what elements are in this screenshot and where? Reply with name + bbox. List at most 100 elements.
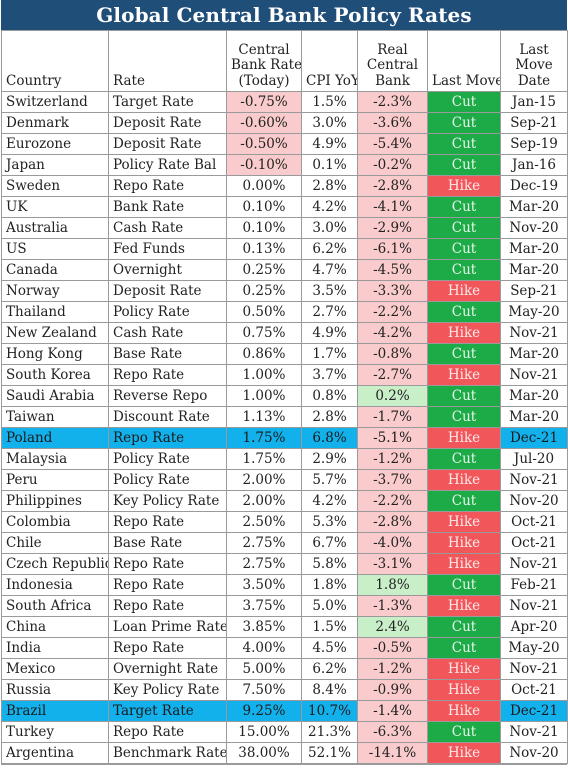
cell-rate: Cash Rate [108,322,227,344]
cell-date: Nov-21 [500,658,568,680]
cell-rate: Target Rate [108,91,227,113]
cell-move: Cut [427,490,501,512]
cell-cb-rate: 0.50% [226,301,302,323]
cell-cpi: 1.8% [301,574,358,596]
table-row: Switzerland Target Rate -0.75% 1.5% -2.3% Cut… [1,91,568,113]
cell-date: Apr-20 [500,616,568,638]
header-date-line: Move [515,57,553,73]
cell-move: Hike [427,511,501,533]
cell-country: Brazil [1,700,109,722]
cell-rate: Policy Rate Bal [108,154,227,176]
table-row: Czech Republic Repo Rate 2.75% 5.8% -3.1% Hik… [1,553,568,575]
cell-cpi: 2.8% [301,175,358,197]
header-rate: Rate [108,30,227,92]
cell-country: Norway [1,280,109,302]
cell-date: Mar-20 [500,343,568,365]
cell-cb-rate: -0.75% [226,91,302,113]
cell-date: Nov-21 [500,364,568,386]
cell-real: -14.1% [357,742,428,764]
cell-cb-rate: 0.10% [226,196,302,218]
cell-real: -6.1% [357,238,428,260]
cell-cb-rate: 38.00% [226,742,302,764]
cell-real: -0.9% [357,679,428,701]
cell-cpi: 6.2% [301,658,358,680]
cell-date: Dec-21 [500,700,568,722]
cell-country: Malaysia [1,448,109,470]
cell-cb-rate: 2.00% [226,469,302,491]
cell-cb-rate: 1.75% [226,427,302,449]
cell-move: Cut [427,259,501,281]
cell-cpi: 3.0% [301,217,358,239]
header-country: Country [1,30,109,92]
cell-date: Sep-21 [500,112,568,134]
cell-move: Hike [427,679,501,701]
cell-cpi: 4.9% [301,133,358,155]
table-row: Eurozone Deposit Rate -0.50% 4.9% -5.4% Cut Se… [1,133,568,155]
table-row: UK Bank Rate 0.10% 4.2% -4.1% Cut Mar-20 [1,196,568,218]
cell-cpi: 5.3% [301,511,358,533]
cell-move: Cut [427,301,501,323]
cell-cpi: 8.4% [301,679,358,701]
table-row: Sweden Repo Rate 0.00% 2.8% -2.8% Hike Dec-19 [1,175,568,197]
cell-date: Jan-16 [500,154,568,176]
cell-real: -1.3% [357,595,428,617]
table-row: South Korea Repo Rate 1.00% 3.7% -2.7% Hike No… [1,364,568,386]
cell-country: Switzerland [1,91,109,113]
cell-date: Nov-20 [500,490,568,512]
header-real-line: Real [377,41,408,58]
cell-rate: Repo Rate [108,427,227,449]
cell-cpi: 5.7% [301,469,358,491]
cell-cpi: 4.2% [301,196,358,218]
table-row: Norway Deposit Rate 0.25% 3.5% -3.3% Hike Sep-… [1,280,568,302]
cell-country: Indonesia [1,574,109,596]
cell-date: Oct-21 [500,679,568,701]
cell-cb-rate: 0.10% [226,217,302,239]
cell-cb-rate: 1.00% [226,385,302,407]
cell-cpi: 2.9% [301,448,358,470]
cell-cpi: 10.7% [301,700,358,722]
header-date-line: Last [519,41,549,58]
header-country-line: Country [6,72,62,89]
cell-move: Cut [427,616,501,638]
cell-real: -1.7% [357,406,428,428]
cell-country: India [1,637,109,659]
cell-move: Hike [427,469,501,491]
cell-rate: Loan Prime Rate [108,616,227,638]
cell-country: Chile [1,532,109,554]
cell-date: Mar-20 [500,385,568,407]
cell-move: Hike [427,595,501,617]
header-last-move-date: Last Move Date [500,30,568,92]
cell-rate: Discount Rate [108,406,227,428]
cell-cb-rate: 4.00% [226,637,302,659]
cell-rate: Fed Funds [108,238,227,260]
cell-move: Hike [427,364,501,386]
cell-move: Hike [427,322,501,344]
cell-cb-rate: 2.00% [226,490,302,512]
table-row: Taiwan Discount Rate 1.13% 2.8% -1.7% Cut Mar-… [1,406,568,428]
cell-real: -4.0% [357,532,428,554]
table-row: Peru Policy Rate 2.00% 5.7% -3.7% Hike Nov-21 [1,469,568,491]
cell-date: Mar-20 [500,406,568,428]
cell-country: Russia [1,679,109,701]
cell-date: Dec-19 [500,175,568,197]
table-row: Poland Repo Rate 1.75% 6.8% -5.1% Hike Dec-21 [1,427,568,449]
cell-date: Jan-15 [500,91,568,113]
cell-real: 0.2% [357,385,428,407]
cell-cb-rate: 0.75% [226,322,302,344]
cell-cpi: 1.7% [301,343,358,365]
cell-move: Cut [427,448,501,470]
cell-cb-rate: 1.75% [226,448,302,470]
cell-rate: Repo Rate [108,637,227,659]
cell-country: Eurozone [1,133,109,155]
table-row: China Loan Prime Rate 3.85% 1.5% 2.4% Cut Apr-… [1,616,568,638]
cell-move: Cut [427,217,501,239]
cell-rate: Base Rate [108,343,227,365]
table-row: Indonesia Repo Rate 3.50% 1.8% 1.8% Cut Feb-21 [1,574,568,596]
header-cb-rate-line: Central [238,41,290,58]
cell-real: -3.1% [357,553,428,575]
cell-move: Hike [427,427,501,449]
cell-real: -4.5% [357,259,428,281]
cell-date: Nov-21 [500,322,568,344]
cell-cpi: 2.7% [301,301,358,323]
cell-rate: Key Policy Rate [108,679,227,701]
